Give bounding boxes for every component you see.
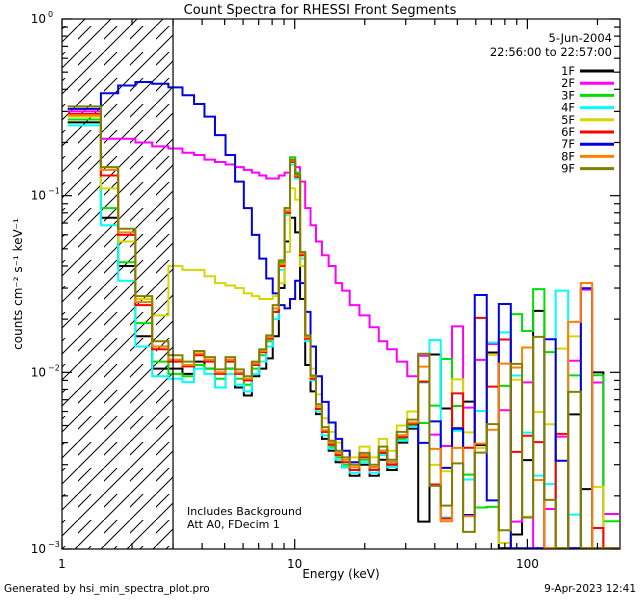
- legend-time-range: 22:56:00 to 22:57:00: [490, 45, 612, 59]
- legend-label-1f: 1F: [561, 64, 575, 78]
- y-tick-label: 10 −1: [31, 187, 60, 203]
- svg-text:−1: −1: [48, 187, 60, 196]
- annotation-includes-background: Includes Background: [187, 505, 302, 518]
- annotation-attenuator: Att A0, FDecim 1: [187, 518, 280, 531]
- svg-text:10: 10: [31, 189, 46, 203]
- svg-text:−3: −3: [48, 540, 60, 549]
- legend-date: 5-Jun-2004: [549, 31, 613, 45]
- legend-label-7f: 7F: [561, 137, 575, 151]
- svg-text:0: 0: [48, 10, 53, 19]
- legend-label-2f: 2F: [561, 76, 575, 90]
- legend-label-6f: 6F: [561, 125, 575, 139]
- y-tick-label: 10 −3: [31, 540, 60, 556]
- svg-text:10: 10: [31, 542, 46, 556]
- data-series-layer: [67, 80, 619, 549]
- page-title: Count Spectra for RHESSI Front Segments: [184, 3, 457, 18]
- svg-text:10: 10: [31, 12, 46, 26]
- x-tick-label: 10: [287, 557, 302, 571]
- y-tick-label: 10 0: [31, 10, 53, 26]
- y-axis-label: counts cm⁻² s⁻¹ keV⁻¹: [11, 218, 25, 350]
- legend-label-5f: 5F: [561, 113, 575, 127]
- legend-label-4f: 4F: [561, 101, 575, 115]
- plot-frame: [61, 18, 621, 550]
- y-tick-label: 10 −2: [31, 363, 60, 379]
- x-tick-label: 1: [58, 557, 66, 571]
- x-tick-label: 100: [516, 557, 539, 571]
- svg-text:−2: −2: [48, 363, 60, 372]
- x-tick-labels: 1 10 100: [58, 557, 539, 571]
- x-axis-label: Energy (keV): [302, 567, 379, 581]
- footer-generator: Generated by hsi_min_spectra_plot.pro: [4, 583, 210, 595]
- legend-label-9f: 9F: [561, 162, 575, 176]
- legend-label-8f: 8F: [561, 149, 575, 163]
- excluded-band-hatch: [62, 19, 174, 549]
- footer-timestamp: 9-Apr-2023 12:41: [544, 583, 636, 595]
- svg-text:10: 10: [31, 365, 46, 379]
- series-line-7f: [67, 80, 619, 549]
- series-line-9f: [67, 105, 619, 549]
- legend-label-3f: 3F: [561, 88, 575, 102]
